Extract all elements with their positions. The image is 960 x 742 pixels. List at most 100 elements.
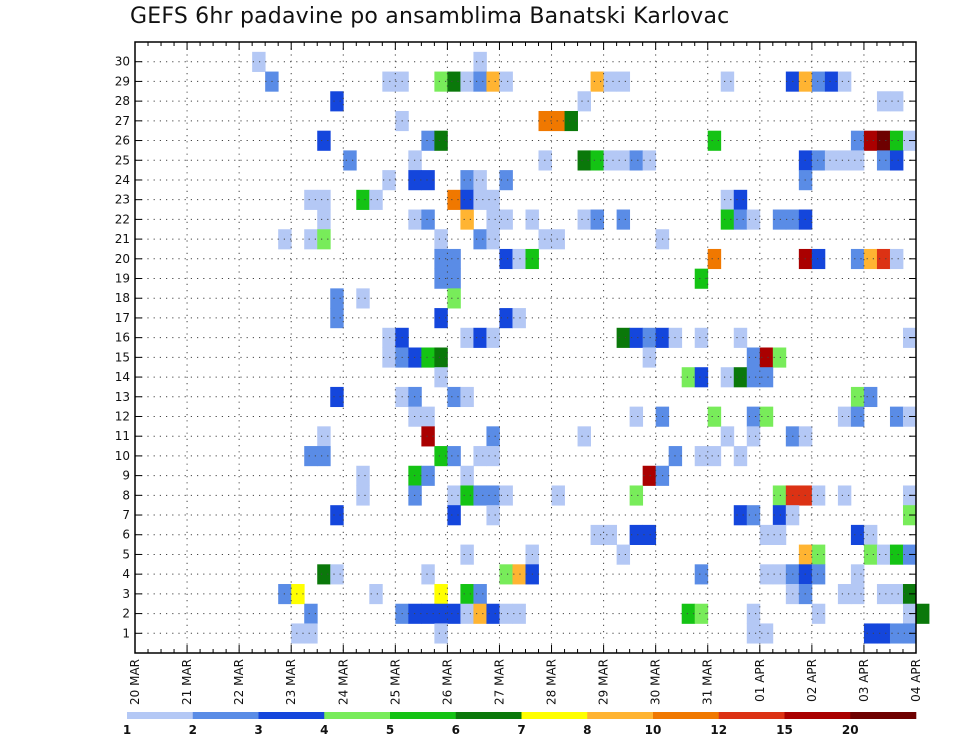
heatmap-cell (356, 288, 370, 309)
heatmap-cell (356, 465, 370, 486)
heatmap-cell (603, 71, 618, 92)
heatmap-cell (460, 485, 474, 506)
heatmap-cell (642, 347, 657, 368)
heatmap-cell (759, 347, 774, 368)
heatmap-cell (733, 367, 748, 388)
heatmap-cell (512, 603, 526, 624)
y-tick-label: 15 (115, 350, 130, 364)
heatmap-cell (460, 603, 474, 624)
heatmap-cell (603, 150, 618, 171)
colorbar-label: 4 (320, 723, 328, 737)
heatmap-cell (811, 248, 826, 270)
heatmap-cell (746, 505, 761, 526)
heatmap-cell (317, 189, 331, 210)
heatmap-cell (460, 71, 474, 92)
heatmap-cell (330, 564, 344, 585)
heatmap-cell (421, 603, 435, 624)
colorbar-label: 15 (776, 723, 793, 737)
y-tick-label: 2 (122, 607, 130, 621)
heatmap-cell (772, 347, 787, 368)
heatmap-cell (421, 406, 435, 427)
y-tick-label: 16 (115, 331, 130, 345)
heatmap-cell (499, 71, 513, 92)
y-tick-label: 13 (115, 390, 130, 404)
y-tick-label: 26 (115, 134, 130, 148)
heatmap-cell (330, 91, 344, 112)
y-tick-label: 6 (122, 528, 130, 542)
heatmap-cell (382, 71, 396, 92)
heatmap-cell (499, 170, 513, 191)
heatmap-cell (733, 209, 748, 230)
heatmap-cell (434, 71, 448, 92)
heatmap-cell (447, 189, 461, 210)
heatmap-cell (707, 446, 722, 467)
heatmap-cell (681, 367, 696, 388)
heatmap-cell (850, 150, 865, 171)
x-tick-label: 02 APR (805, 659, 819, 702)
heatmap-cell (317, 446, 331, 467)
x-tick-label: 22 MAR (232, 659, 246, 705)
heatmap-cell (330, 505, 344, 526)
heatmap-cell (642, 524, 657, 545)
heatmap-cell (616, 209, 631, 230)
colorbar-label: 2 (189, 723, 197, 737)
heatmap-cell (460, 544, 474, 565)
heatmap-cell (304, 229, 318, 250)
heatmap-cell (590, 209, 604, 230)
heatmap-cell (486, 485, 500, 506)
colorbar-label: 20 (842, 723, 859, 737)
colorbar-swatch (455, 712, 522, 719)
heatmap-cell (889, 248, 904, 270)
heatmap-cell (369, 584, 383, 605)
y-tick-label: 14 (115, 370, 130, 384)
heatmap-cell (447, 505, 461, 526)
heatmap-cell (720, 426, 735, 447)
heatmap-cell (863, 248, 878, 270)
x-tick-label: 21 MAR (180, 659, 194, 705)
heatmap-cell (772, 524, 787, 545)
y-tick-label: 23 (115, 193, 130, 207)
heatmap-cell (694, 603, 709, 624)
heatmap-cell (447, 288, 461, 309)
heatmap-cell (499, 485, 513, 506)
heatmap-cell (460, 209, 474, 230)
heatmap-cell (473, 51, 487, 72)
heatmap-cell (551, 485, 565, 506)
heatmap-cell (824, 150, 839, 171)
heatmap-cell (746, 406, 761, 427)
heatmap-cell (486, 327, 500, 348)
heatmap-cell (434, 603, 448, 624)
heatmap-cell (863, 544, 878, 565)
y-tick-label: 24 (115, 173, 130, 187)
heatmap-cells (252, 51, 930, 644)
colorbar-label: 8 (583, 723, 591, 737)
heatmap-cell (460, 327, 474, 348)
heatmap-cell (590, 524, 604, 545)
x-tick-label: 24 MAR (336, 659, 350, 705)
heatmap-cell (486, 603, 500, 624)
heatmap-cell (759, 367, 774, 388)
colorbar-label: 1 (123, 723, 131, 737)
heatmap-cell (746, 367, 761, 388)
heatmap-cell (421, 426, 435, 447)
heatmap-cell (304, 623, 318, 644)
heatmap-cell (330, 288, 344, 309)
heatmap-cell (473, 584, 487, 605)
heatmap-cell (629, 524, 644, 545)
heatmap-cell (473, 603, 487, 624)
colorbar-label: 10 (645, 723, 662, 737)
heatmap-cell (473, 446, 487, 467)
colorbar-swatch (390, 712, 457, 719)
heatmap-cell (356, 485, 370, 506)
heatmap-cell (746, 623, 761, 644)
heatmap-cell (772, 209, 787, 230)
heatmap-cell (460, 189, 474, 210)
y-tick-label: 29 (115, 74, 130, 88)
heatmap-cell (551, 110, 565, 132)
y-tick-label: 27 (115, 114, 130, 128)
heatmap-cell (811, 485, 826, 506)
x-tick-label: 01 APR (753, 659, 767, 702)
heatmap-cell (564, 110, 578, 132)
heatmap-cell (759, 524, 774, 545)
heatmap-cell (551, 229, 565, 250)
